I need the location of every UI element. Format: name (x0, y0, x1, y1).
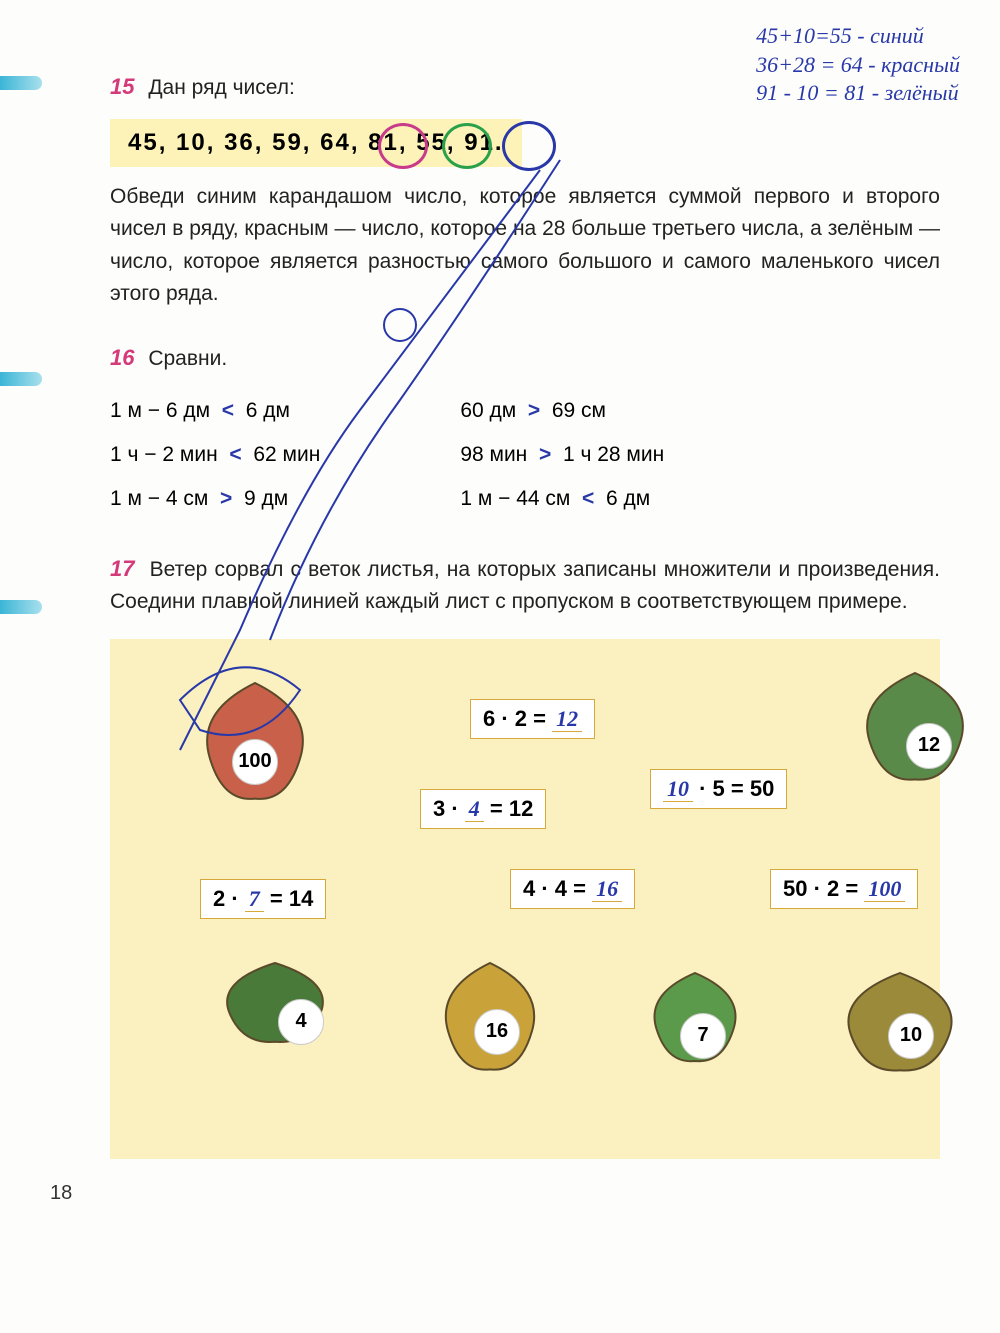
task15-body: Обведи синим карандашом число, которое я… (110, 181, 940, 311)
task15-intro: Дан ряд чисел: (148, 76, 294, 99)
task-marker-15 (0, 76, 42, 90)
task16-num: 16 (110, 345, 134, 370)
task-marker-16 (0, 372, 42, 386)
page-root: 45+10=55 - синий 36+28 = 64 - красный 91… (0, 0, 1000, 1229)
compare-right-col: 60 дм > 69 см98 мин > 1 ч 28 мин1 м − 44… (460, 389, 664, 521)
leaf-badge: 16 (474, 1009, 520, 1055)
compare-row-item: 1 м − 4 см > 9 дм (110, 477, 320, 521)
task17-body: Ветер сорвал с веток листья, на которых … (110, 558, 940, 614)
number-circle (442, 123, 492, 169)
task15-intro-line: 15 Дан ряд чисел: (110, 70, 940, 105)
leaf: 12 (850, 669, 980, 794)
leaf-badge: 12 (906, 723, 952, 769)
leaf-badge: 10 (888, 1013, 934, 1059)
equation-box: 6 · 2 = 12 (470, 699, 595, 739)
leaf: 4 (210, 959, 340, 1054)
equation-box: 10 · 5 = 50 (650, 769, 787, 809)
compare-row-item: 98 мин > 1 ч 28 мин (460, 433, 664, 477)
leaf: 16 (430, 959, 550, 1084)
leaf: 7 (640, 969, 750, 1074)
task-marker-17 (0, 600, 42, 614)
task17-num: 17 (110, 556, 134, 581)
equation-box: 4 · 4 = 16 (510, 869, 635, 909)
task-15: 15 Дан ряд чисел: 45, 10, 36, 59, 64, 81… (110, 40, 940, 311)
leaf-badge: 7 (680, 1013, 726, 1059)
compare-row-item: 1 м − 44 см < 6 дм (460, 477, 664, 521)
compare-row-item: 1 ч − 2 мин < 62 мин (110, 433, 320, 477)
number-circle (502, 121, 556, 171)
task-16: 16 Сравни. 1 м − 6 дм < 6 дм1 ч − 2 мин … (110, 341, 940, 522)
leaf-badge: 100 (232, 739, 278, 785)
number-circle (378, 123, 428, 169)
task-17: 17 Ветер сорвал с веток листья, на котор… (110, 552, 940, 1159)
task16-title: Сравни. (148, 347, 227, 370)
leaves-illustration: 100124167106 · 2 = 123 · 4 = 1210 · 5 = … (110, 639, 940, 1159)
leaf: 100 (190, 679, 320, 814)
task15-num: 15 (110, 74, 134, 99)
page-number: 18 (50, 1182, 72, 1205)
equation-box: 3 · 4 = 12 (420, 789, 546, 829)
equation-box: 50 · 2 = 100 (770, 869, 918, 909)
compare-left-col: 1 м − 6 дм < 6 дм1 ч − 2 мин < 62 мин1 м… (110, 389, 320, 521)
leaf: 10 (830, 969, 970, 1084)
task16-title-line: 16 Сравни. (110, 341, 940, 376)
equation-box: 2 · 7 = 14 (200, 879, 326, 919)
compare-row-item: 60 дм > 69 см (460, 389, 664, 433)
task17-body-wrap: 17 Ветер сорвал с веток листья, на котор… (110, 552, 940, 619)
task15-numbers-row: 45, 10, 36, 59, 64, 81, 55, 91. (110, 119, 522, 167)
compare-table: 1 м − 6 дм < 6 дм1 ч − 2 мин < 62 мин1 м… (110, 389, 940, 521)
compare-row-item: 1 м − 6 дм < 6 дм (110, 389, 320, 433)
leaf-badge: 4 (278, 999, 324, 1045)
